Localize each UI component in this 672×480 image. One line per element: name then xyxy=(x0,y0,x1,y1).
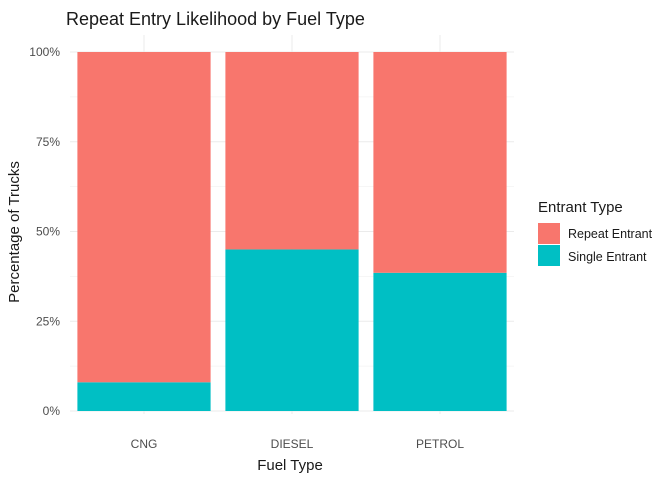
y-tick-label: 75% xyxy=(36,135,60,149)
bar-diesel-repeat-entrant xyxy=(225,52,359,250)
x-tick-label: PETROL xyxy=(416,437,464,451)
legend-label-repeat-entrant: Repeat Entrant xyxy=(568,227,653,241)
bar-cng-single-entrant xyxy=(77,382,211,411)
y-axis-title: Percentage of Trucks xyxy=(6,161,23,303)
bars xyxy=(77,52,507,411)
bar-petrol-repeat-entrant xyxy=(373,52,507,273)
x-tick-labels: CNG DIESEL PETROL xyxy=(131,437,465,451)
x-tick-label: DIESEL xyxy=(271,437,314,451)
y-tick-label: 0% xyxy=(43,404,61,418)
bar-diesel-single-entrant xyxy=(225,249,359,411)
legend-swatch-repeat-entrant xyxy=(538,223,560,244)
y-tick-label: 25% xyxy=(36,314,60,328)
x-tick-label: CNG xyxy=(131,437,158,451)
x-axis-title: Fuel Type xyxy=(257,457,323,474)
y-tick-labels: 0% 25% 50% 75% 100% xyxy=(29,45,60,418)
legend-title: Entrant Type xyxy=(538,199,623,216)
bar-cng-repeat-entrant xyxy=(77,52,211,383)
legend-label-single-entrant: Single Entrant xyxy=(568,250,647,264)
chart-title: Repeat Entry Likelihood by Fuel Type xyxy=(66,9,365,29)
y-tick-label: 100% xyxy=(29,45,60,59)
legend: Entrant Type Repeat Entrant Single Entra… xyxy=(538,199,653,266)
y-tick-label: 50% xyxy=(36,225,60,239)
legend-swatch-single-entrant xyxy=(538,245,560,266)
bar-petrol-single-entrant xyxy=(373,272,507,411)
